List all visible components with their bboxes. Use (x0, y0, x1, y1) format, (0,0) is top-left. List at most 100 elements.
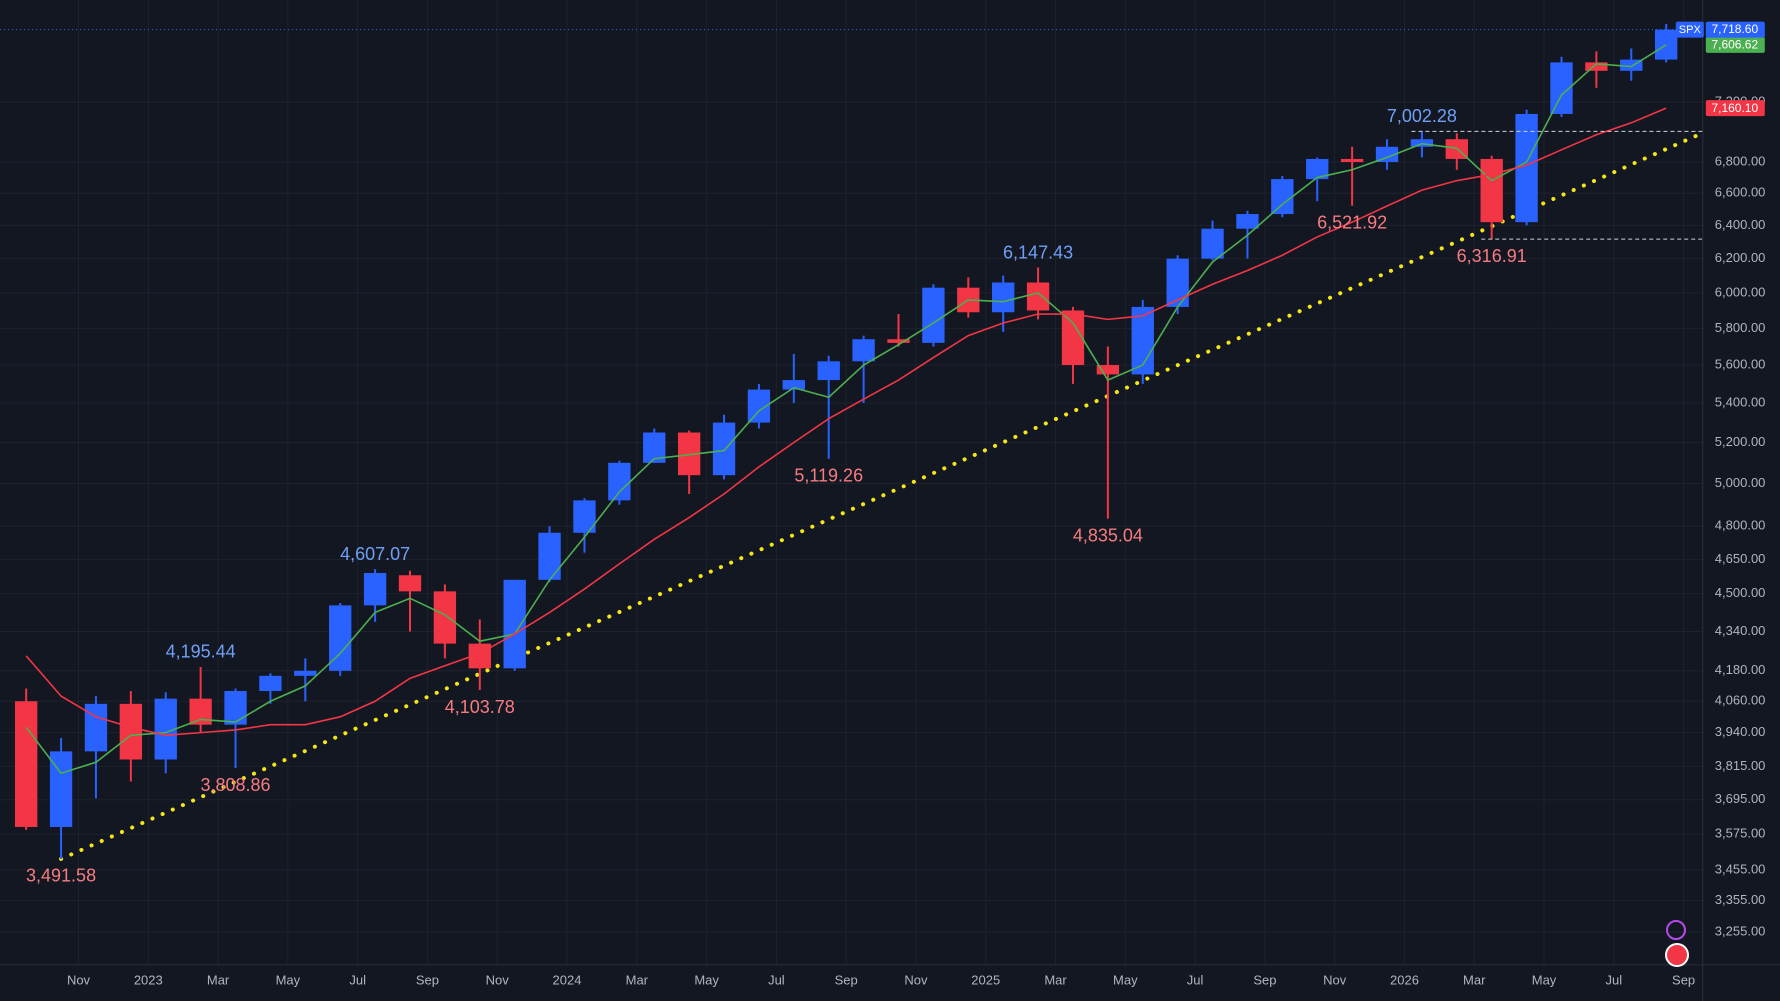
candle-body (712, 422, 736, 476)
y-tick-label: 4,800.00 (1715, 518, 1766, 533)
x-tick-label: May (276, 972, 301, 987)
y-tick-label: 4,340.00 (1715, 623, 1766, 638)
x-tick-label: 2023 (134, 972, 163, 987)
symbol-label: SPX (1679, 24, 1702, 36)
moving-average-line (25, 44, 1667, 775)
x-tick-label: Mar (207, 972, 230, 987)
candle-body (1375, 146, 1399, 163)
price-badge-label: 7,718.60 (1711, 22, 1758, 36)
y-tick-label: 5,000.00 (1715, 475, 1766, 490)
annotation-label: 4,103.78 (445, 697, 515, 717)
annotation-label: 3,808.86 (200, 775, 270, 795)
candle-body (433, 591, 457, 644)
candle-body (782, 380, 805, 390)
y-tick-label: 3,815.00 (1715, 758, 1766, 773)
candle-body (1096, 365, 1120, 375)
toolbar-icons[interactable] (1665, 920, 1689, 967)
candle-body (224, 691, 247, 725)
y-tick-label: 4,650.00 (1715, 551, 1766, 566)
candle-body (294, 670, 317, 676)
y-tick-label: 5,600.00 (1715, 356, 1766, 371)
candle-body (817, 361, 840, 381)
annotation-label: 7,002.28 (1387, 106, 1457, 126)
candle-body (119, 703, 143, 760)
candle-body (49, 751, 73, 827)
x-tick-label: Sep (416, 972, 439, 987)
grid (0, 0, 1703, 965)
annotation-label: 4,607.07 (340, 544, 410, 564)
moving-average-line (25, 107, 1667, 737)
y-tick-label: 5,800.00 (1715, 320, 1766, 335)
candle-body (1131, 306, 1154, 375)
x-tick-label: Mar (1463, 972, 1486, 987)
x-tick-label: Jul (349, 972, 366, 987)
candle-body (1585, 62, 1608, 71)
candle-body (15, 701, 38, 827)
candle-body (922, 287, 945, 343)
candle-body (1620, 59, 1643, 71)
candle-body (84, 703, 108, 752)
annotation-label: 4,835.04 (1073, 525, 1143, 545)
y-tick-label: 6,000.00 (1715, 284, 1766, 299)
y-tick-label: 4,500.00 (1715, 585, 1766, 600)
candle-body (1061, 310, 1085, 366)
x-tick-label: Nov (67, 972, 91, 987)
x-tick-label: Jul (768, 972, 785, 987)
y-tick-label: 6,600.00 (1715, 185, 1766, 200)
x-tick-label: May (694, 972, 719, 987)
candle-body (1340, 158, 1364, 163)
x-tick-label: 2025 (971, 972, 1000, 987)
price-badge-label: 7,606.62 (1711, 38, 1758, 52)
candle-body (887, 339, 910, 343)
candle-body (1306, 158, 1329, 180)
candle-body (1515, 113, 1538, 223)
annotation-label: 4,195.44 (166, 642, 236, 662)
candle-body (643, 432, 666, 463)
candle-body (573, 500, 596, 533)
candle-body (852, 339, 875, 362)
x-tick-label: Jul (1187, 972, 1204, 987)
annotation-label: 6,316.91 (1457, 246, 1527, 266)
x-tick-label: 2024 (553, 972, 582, 987)
x-tick-label: Mar (1044, 972, 1067, 987)
x-tick-label: Nov (1323, 972, 1347, 987)
y-tick-label: 5,400.00 (1715, 394, 1766, 409)
candle-body (189, 698, 212, 725)
x-tick-label: Sep (835, 972, 858, 987)
y-tick-label: 3,695.00 (1715, 791, 1766, 806)
icon-lightning[interactable] (1666, 920, 1686, 940)
candle-body (363, 572, 387, 606)
y-tick-label: 6,800.00 (1715, 153, 1766, 168)
candle-body (154, 698, 177, 760)
x-tick-label: Nov (486, 972, 510, 987)
y-tick-label: 6,400.00 (1715, 217, 1766, 232)
x-tick-label: Sep (1253, 972, 1276, 987)
candle-body (1201, 228, 1224, 259)
symbol-badge (1675, 21, 1704, 38)
x-tick-label: Nov (904, 972, 928, 987)
x-tick-label: Sep (1672, 972, 1695, 987)
price-badge-label: 7,160.10 (1711, 101, 1758, 115)
price-badge (1705, 36, 1765, 53)
candle-body (1236, 214, 1259, 229)
y-tick-label: 3,255.00 (1715, 924, 1766, 939)
x-tick-label: Mar (626, 972, 649, 987)
plot-area: 3,491.58 4,195.44 3,808.86 4,607.07 4,103.78… (0, 23, 1704, 886)
y-tick-label: 6,200.00 (1715, 250, 1766, 265)
icon-flag[interactable] (1665, 943, 1689, 967)
x-tick-label: May (1532, 972, 1557, 987)
annotation-label: 3,491.58 (26, 866, 96, 886)
annotation-label: 5,119.26 (794, 466, 863, 486)
candle-body (1271, 179, 1294, 215)
y-tick-label: 3,455.00 (1715, 861, 1766, 876)
y-tick-label: 4,060.00 (1715, 693, 1766, 708)
trendline (59, 131, 1704, 861)
y-tick-label: 5,200.00 (1715, 434, 1766, 449)
candle-body (1655, 29, 1678, 60)
y-tick-label: 3,355.00 (1715, 892, 1766, 907)
candle-body (1550, 62, 1573, 114)
